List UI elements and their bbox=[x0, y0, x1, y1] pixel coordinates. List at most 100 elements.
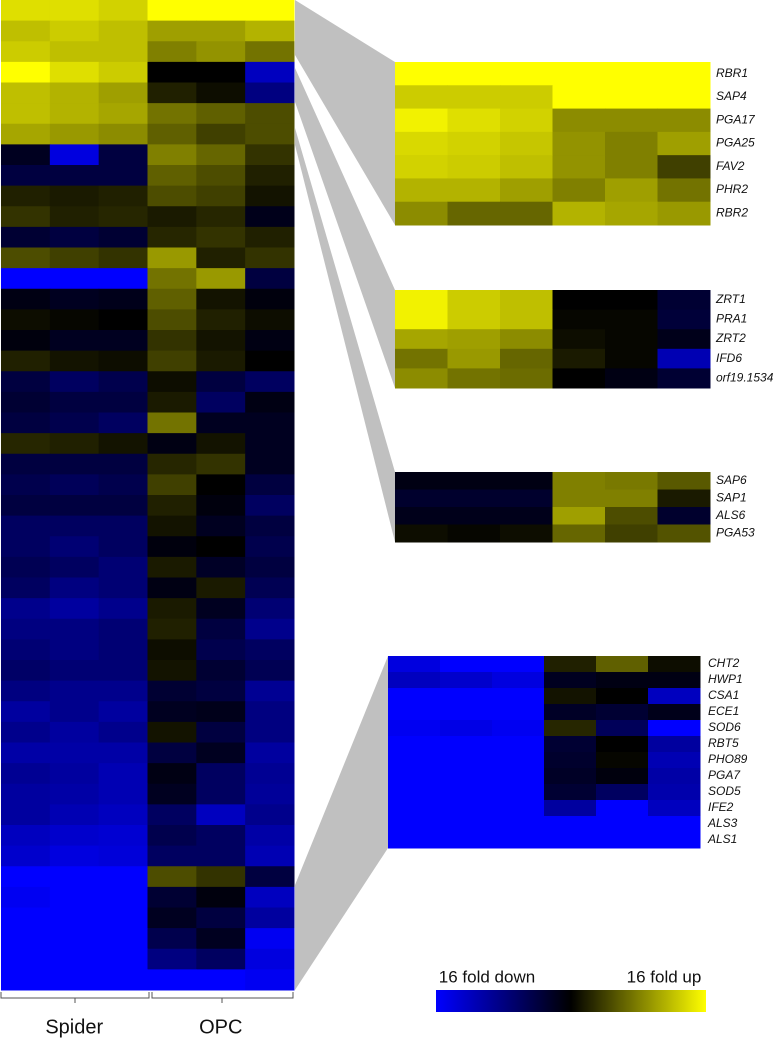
heatmap-cell bbox=[98, 639, 148, 661]
heatmap-cell bbox=[245, 804, 295, 826]
heatmap-cell bbox=[98, 928, 148, 950]
heatmap-cell bbox=[596, 768, 649, 785]
heatmap-cell bbox=[245, 309, 295, 331]
heatmap-cell bbox=[49, 763, 100, 785]
gene-label: HWP1 bbox=[708, 672, 743, 686]
gene-label: CSA1 bbox=[708, 688, 739, 702]
heatmap-cell bbox=[447, 178, 501, 203]
heatmap-cell bbox=[492, 752, 545, 769]
heatmap-cell bbox=[395, 472, 448, 490]
heatmap-cell bbox=[500, 290, 553, 311]
heatmap-cell bbox=[147, 701, 197, 723]
heatmap bbox=[395, 62, 711, 226]
colorbar-label: 16 fold down bbox=[439, 967, 535, 986]
heatmap-cell bbox=[245, 948, 295, 970]
heatmap-cell bbox=[196, 391, 246, 413]
heatmap-cell bbox=[245, 20, 295, 42]
heatmap-cell bbox=[1, 825, 51, 847]
heatmap-cell bbox=[552, 108, 606, 133]
heatmap-cell bbox=[49, 123, 100, 145]
heatmap-cell bbox=[49, 103, 100, 125]
heatmap-cell bbox=[605, 348, 658, 369]
heatmap-cell bbox=[447, 329, 501, 350]
gene-label: IFE2 bbox=[708, 800, 734, 814]
heatmap-cell bbox=[605, 178, 658, 203]
heatmap-cell bbox=[196, 371, 246, 393]
heatmap-cell bbox=[1, 660, 51, 682]
heatmap-cell bbox=[440, 720, 493, 737]
heatmap-cell bbox=[49, 639, 100, 661]
heatmap-cell bbox=[1, 288, 51, 310]
heatmap-cell bbox=[1, 330, 51, 352]
heatmap-cell bbox=[196, 61, 246, 83]
heatmap-cell bbox=[245, 185, 295, 207]
group-label: Spider bbox=[45, 1016, 103, 1038]
heatmap-cell bbox=[98, 536, 148, 558]
heatmap-cell bbox=[196, 845, 246, 867]
heatmap-cell bbox=[196, 474, 246, 496]
heatmap-cell bbox=[1, 556, 51, 578]
heatmap-cell bbox=[49, 309, 100, 331]
heatmap-cell bbox=[245, 226, 295, 248]
connectors bbox=[295, 0, 395, 990]
heatmap-cell bbox=[395, 489, 448, 508]
heatmap-cell bbox=[605, 85, 658, 110]
heatmap-cell bbox=[1, 0, 51, 22]
heatmap-cell bbox=[98, 598, 148, 620]
heatmap-cell bbox=[552, 85, 606, 110]
heatmap-cell bbox=[147, 556, 197, 578]
heatmap-cell bbox=[657, 201, 711, 226]
heatmap-cell bbox=[245, 391, 295, 413]
heatmap-cell bbox=[492, 720, 545, 737]
gene-label: PHR2 bbox=[716, 182, 748, 196]
heatmap-cell bbox=[552, 524, 606, 543]
heatmap-cell bbox=[500, 178, 553, 203]
heatmap-cell bbox=[245, 144, 295, 166]
heatmap-cell bbox=[245, 350, 295, 372]
heatmap-cell bbox=[245, 515, 295, 537]
heatmap-cell bbox=[447, 85, 501, 110]
heatmap-cell bbox=[388, 752, 441, 769]
heatmap-cell bbox=[544, 768, 597, 785]
connector bbox=[295, 128, 395, 542]
heatmap-cell bbox=[648, 736, 701, 753]
heatmap-cell bbox=[196, 639, 246, 661]
heatmap-cell bbox=[605, 108, 658, 133]
heatmap-cell bbox=[447, 108, 501, 133]
heatmap-cell bbox=[196, 123, 246, 145]
heatmap-cell bbox=[492, 736, 545, 753]
heatmap-cell bbox=[552, 62, 606, 86]
heatmap-cell bbox=[657, 524, 711, 543]
heatmap-cell bbox=[147, 948, 197, 970]
heatmap-cell bbox=[147, 268, 197, 290]
heatmap-cell bbox=[98, 701, 148, 723]
heatmap-cell bbox=[395, 348, 448, 369]
heatmap-cell bbox=[98, 948, 148, 970]
heatmap-cell bbox=[447, 201, 501, 226]
heatmap-cell bbox=[605, 131, 658, 156]
heatmap-cell bbox=[245, 763, 295, 785]
heatmap-cell bbox=[657, 472, 711, 490]
heatmap-cell bbox=[552, 348, 606, 369]
heatmap-cell bbox=[98, 350, 148, 372]
heatmap-cell bbox=[147, 0, 197, 22]
heatmap-cell bbox=[1, 907, 51, 929]
heatmap-cell bbox=[196, 721, 246, 743]
heatmap-cell bbox=[648, 768, 701, 785]
heatmap-cell bbox=[500, 108, 553, 133]
heatmap-cell bbox=[196, 206, 246, 228]
heatmap-cell bbox=[196, 165, 246, 187]
heatmap-cell bbox=[245, 639, 295, 661]
heatmap-cell bbox=[544, 784, 597, 801]
heatmap-cell bbox=[49, 969, 100, 991]
heatmap-cell bbox=[605, 201, 658, 226]
heatmap-cell bbox=[500, 368, 553, 389]
heatmap-cell bbox=[49, 20, 100, 42]
heatmap-cell bbox=[1, 453, 51, 475]
heatmap-cell bbox=[98, 763, 148, 785]
heatmap-cell bbox=[147, 103, 197, 125]
gene-label: PHO89 bbox=[708, 752, 748, 766]
heatmap-cell bbox=[147, 680, 197, 702]
heatmap-cell bbox=[147, 350, 197, 372]
